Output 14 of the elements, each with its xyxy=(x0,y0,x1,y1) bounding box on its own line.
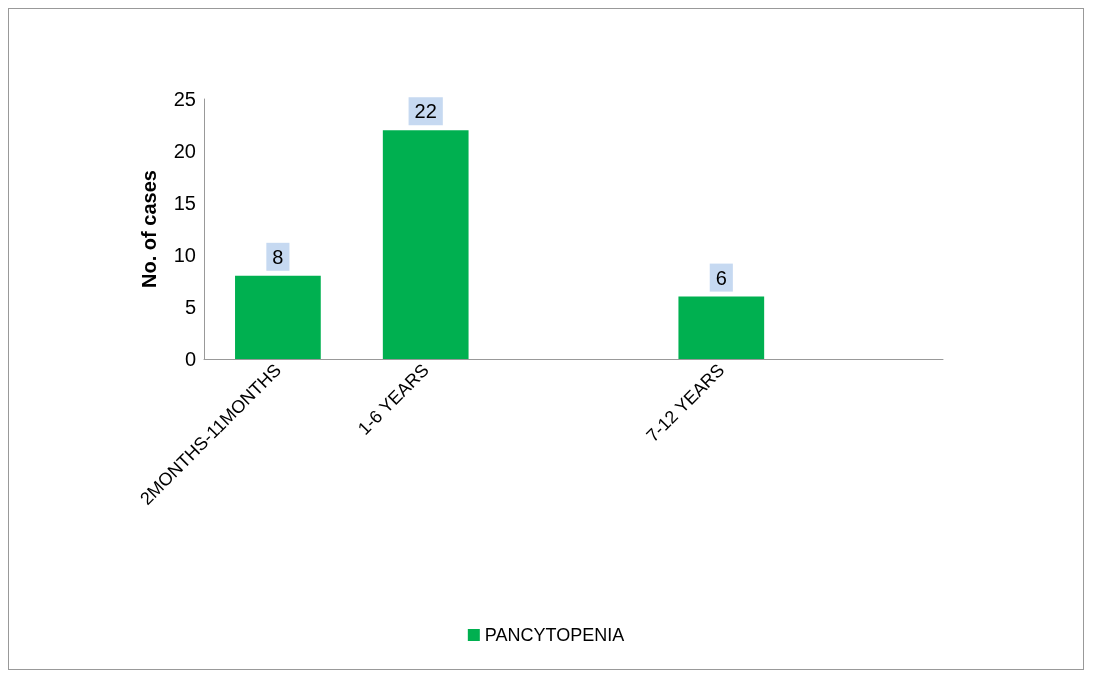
legend-label: PANCYTOPENIA xyxy=(484,625,625,645)
y-tick-label: 25 xyxy=(173,88,196,110)
data-label: 8 xyxy=(272,245,284,268)
y-tick-label: 5 xyxy=(184,296,196,318)
y-axis-title: No. of cases xyxy=(138,170,160,288)
y-tick-label: 20 xyxy=(173,140,196,162)
bar xyxy=(678,296,765,359)
y-tick-label: 15 xyxy=(173,192,196,214)
y-tick-label: 0 xyxy=(184,348,196,370)
y-tick-label: 10 xyxy=(173,244,196,266)
bar xyxy=(382,130,469,359)
bar xyxy=(235,275,321,359)
data-label: 6 xyxy=(715,266,727,289)
data-label: 22 xyxy=(414,100,437,123)
